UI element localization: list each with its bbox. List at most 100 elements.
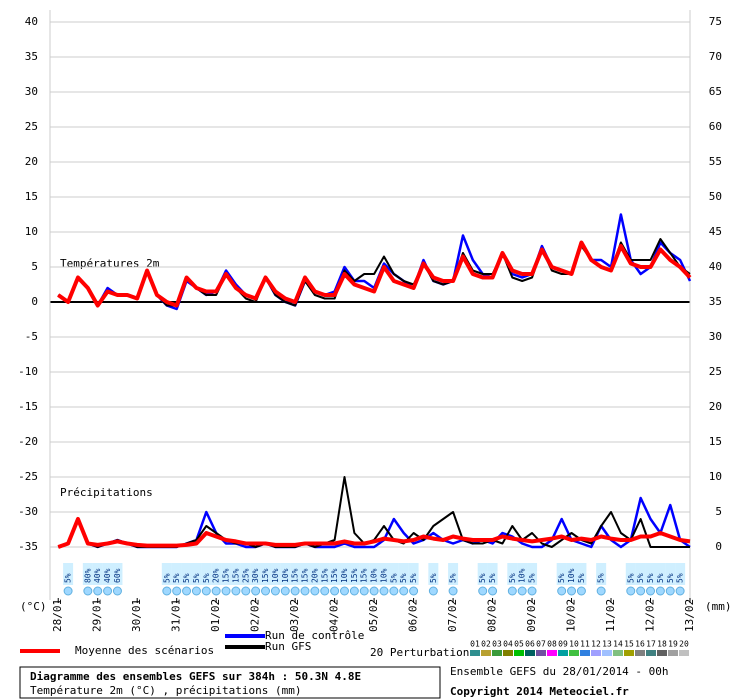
snowflake bbox=[172, 586, 182, 596]
y-unit: (°C) bbox=[20, 600, 47, 613]
snowflake bbox=[83, 586, 93, 596]
perturbation-label: 19 bbox=[668, 640, 678, 649]
y-tick-label: 30 bbox=[25, 85, 38, 98]
y2-unit: (mm) bbox=[705, 600, 732, 613]
snow-label: 10% bbox=[340, 568, 349, 583]
snow-label: 20% bbox=[212, 568, 221, 583]
snow-label: 5% bbox=[577, 573, 586, 583]
snow-label: 5% bbox=[636, 573, 645, 583]
perturbation-label: 05 bbox=[514, 640, 524, 649]
snow-label: 5% bbox=[646, 573, 655, 583]
snow-label: 10% bbox=[271, 568, 280, 583]
y-tick-label: 25 bbox=[25, 120, 38, 133]
snow-label-bg bbox=[250, 563, 261, 585]
snowflake bbox=[646, 586, 656, 596]
snow-label-bg bbox=[270, 563, 281, 585]
footer-title: Diagramme des ensembles GEFS sur 384h : … bbox=[30, 670, 361, 683]
y2-tick-label: 65 bbox=[709, 85, 722, 98]
footer-box bbox=[19, 666, 441, 699]
y2-tick-label: 70 bbox=[709, 50, 722, 63]
perturbation-swatch bbox=[646, 650, 656, 656]
snow-label: 30% bbox=[251, 568, 260, 583]
perturbations-label: 20 Perturbations bbox=[370, 646, 476, 659]
snowflake bbox=[567, 586, 577, 596]
y2-tick-label: 0 bbox=[715, 540, 722, 553]
snowflake bbox=[379, 586, 389, 596]
x-tick-label: 11/02 bbox=[604, 599, 617, 632]
snowflake bbox=[488, 586, 498, 596]
snow-label-bg bbox=[378, 563, 389, 585]
perturbation-label: 01 bbox=[470, 640, 480, 649]
y-tick-label: -25 bbox=[18, 470, 38, 483]
snow-label: 15% bbox=[261, 568, 270, 583]
snowflake bbox=[201, 586, 211, 596]
snow-label-bg bbox=[388, 563, 399, 585]
y2-tick-label: 45 bbox=[709, 225, 722, 238]
snow-label-bg bbox=[240, 563, 251, 585]
snow-label: 5% bbox=[666, 573, 675, 583]
snowflake bbox=[399, 586, 409, 596]
snowflake bbox=[349, 586, 359, 596]
snow-label-bg bbox=[655, 563, 666, 585]
snow-label: 5% bbox=[656, 573, 665, 583]
snowflake bbox=[290, 586, 300, 596]
snow-label: 5% bbox=[488, 573, 497, 583]
snow-label-bg bbox=[625, 563, 636, 585]
snow-label: 40% bbox=[93, 568, 102, 583]
snow-label-bg bbox=[290, 563, 301, 585]
snow-label-bg bbox=[359, 563, 370, 585]
x-tick-label: 06/02 bbox=[407, 599, 420, 632]
snowflake bbox=[507, 586, 517, 596]
snow-label-bg bbox=[507, 563, 518, 585]
snow-label: 15% bbox=[350, 568, 359, 583]
perturbation-label: 15 bbox=[624, 640, 634, 649]
snowflake bbox=[389, 586, 399, 596]
x-tick-label: 13/02 bbox=[683, 599, 696, 632]
snow-label-bg bbox=[398, 563, 409, 585]
y2-tick-label: 5 bbox=[715, 505, 722, 518]
snow-label: 5% bbox=[557, 573, 566, 583]
snow-label-bg bbox=[102, 563, 113, 585]
y-tick-label: 5 bbox=[31, 260, 38, 273]
perturbation-label: 04 bbox=[503, 640, 513, 649]
snow-label-bg bbox=[596, 563, 607, 585]
y2-tick-label: 55 bbox=[709, 155, 722, 168]
snow-label: 5% bbox=[676, 573, 685, 583]
y-tick-label: 15 bbox=[25, 190, 38, 203]
snow-label-bg bbox=[63, 563, 74, 585]
snowflake bbox=[369, 586, 379, 596]
snowflake bbox=[359, 586, 369, 596]
x-tick-label: 07/02 bbox=[446, 599, 459, 632]
series-line bbox=[57, 517, 691, 549]
x-tick-label: 01/02 bbox=[209, 599, 222, 632]
snow-label-bg bbox=[645, 563, 656, 585]
perturbation-label: 16 bbox=[635, 640, 645, 649]
y-tick-label: 35 bbox=[25, 50, 38, 63]
snow-label: 60% bbox=[113, 568, 122, 583]
snowflake bbox=[300, 586, 310, 596]
snow-label: 25% bbox=[241, 568, 250, 583]
snowflake bbox=[310, 586, 320, 596]
snowflake bbox=[576, 586, 586, 596]
y-tick-label: -5 bbox=[25, 330, 38, 343]
snowflake bbox=[665, 586, 675, 596]
snow-label: 10% bbox=[518, 568, 527, 583]
snow-label-bg bbox=[428, 563, 439, 585]
snow-label: 5% bbox=[528, 573, 537, 583]
x-tick-label: 31/01 bbox=[170, 599, 183, 632]
snow-label-bg bbox=[487, 563, 498, 585]
perturbation-label: 14 bbox=[613, 640, 623, 649]
snowflake bbox=[112, 586, 122, 596]
snow-label-bg bbox=[309, 563, 320, 585]
perturbation-swatch bbox=[547, 650, 557, 656]
perturbation-label: 09 bbox=[558, 640, 568, 649]
snow-label-bg bbox=[171, 563, 182, 585]
snow-label-bg bbox=[349, 563, 360, 585]
snow-label: 5% bbox=[202, 573, 211, 583]
snowflake bbox=[675, 586, 685, 596]
snow-label-bg bbox=[201, 563, 212, 585]
snow-label: 5% bbox=[172, 573, 181, 583]
snow-label: 10% bbox=[370, 568, 379, 583]
perturbation-swatch bbox=[624, 650, 634, 656]
snow-label: 5% bbox=[409, 573, 418, 583]
